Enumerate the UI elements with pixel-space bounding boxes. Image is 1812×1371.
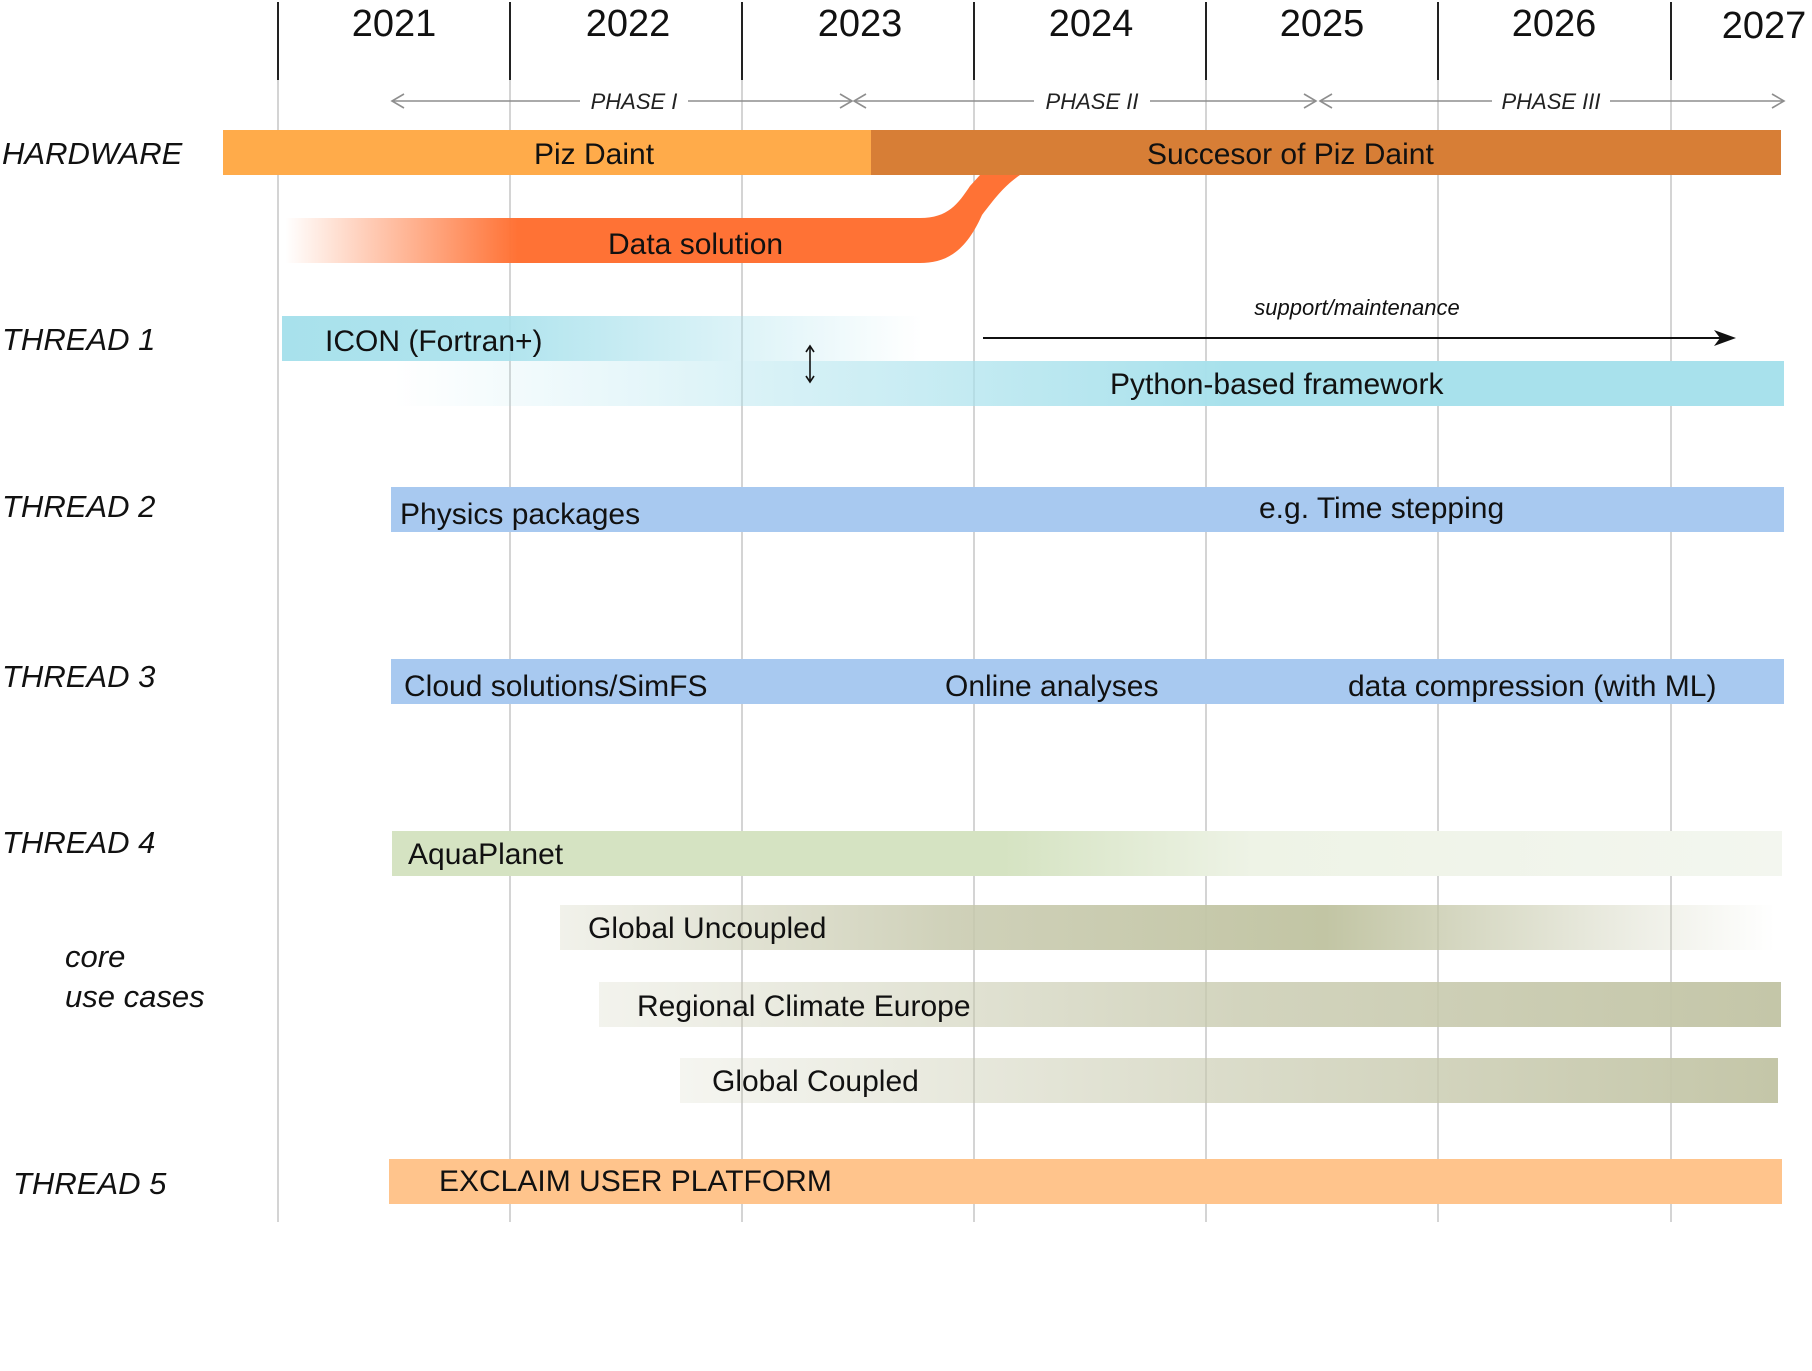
online-analyses-label: Online analyses (945, 670, 1158, 703)
python-framework-label: Python-based framework (1110, 368, 1444, 401)
global-coupled-label: Global Coupled (712, 1065, 919, 1098)
aquaplanet-bar (392, 831, 1782, 876)
core-use-cases-label: core (65, 939, 125, 974)
data-solution-connector (866, 175, 1020, 263)
user-platform-bar (389, 1159, 1782, 1204)
time-stepping-label: e.g. Time stepping (1259, 492, 1504, 525)
year-label: 2027 (1722, 5, 1807, 47)
regional-climate-bar (599, 982, 1781, 1027)
year-label: 2022 (586, 3, 671, 45)
successor-bar (871, 130, 1781, 175)
row-label-thread-1: THREAD 1 (2, 322, 155, 357)
year-label: 2025 (1280, 3, 1365, 45)
phase-label: PHASE I (591, 89, 678, 114)
year-label: 2024 (1049, 3, 1134, 45)
physics-packages-label: Physics packages (400, 498, 640, 531)
phase-label: PHASE II (1046, 89, 1139, 114)
global-uncoupled-label: Global Uncoupled (588, 912, 827, 945)
row-label-hardware: HARDWARE (2, 136, 183, 171)
icon-label: ICON (Fortran+) (325, 325, 543, 358)
user-platform-label: EXCLAIM USER PLATFORM (439, 1165, 832, 1198)
regional-climate-label: Regional Climate Europe (637, 990, 971, 1023)
phase-label: PHASE III (1501, 89, 1600, 114)
data-solution-label: Data solution (608, 228, 783, 261)
data-solution-bar (285, 218, 867, 263)
row-label-thread-5: THREAD 5 (13, 1166, 167, 1201)
global-coupled-bar (680, 1058, 1778, 1103)
python-framework-bar (394, 361, 1784, 406)
core-use-cases-label: use cases (65, 979, 205, 1014)
phase-arrows (390, 93, 1786, 109)
support-maintenance-arrow (983, 330, 1736, 346)
successor-label: Succesor of Piz Daint (1147, 138, 1434, 171)
row-label-thread-3: THREAD 3 (2, 659, 155, 694)
support-maintenance-label: support/maintenance (1254, 295, 1459, 320)
data-compression-label: data compression (with ML) (1348, 670, 1716, 703)
row-label-thread-2: THREAD 2 (2, 489, 155, 524)
year-label: 2021 (352, 3, 437, 45)
piz-daint-bar (223, 130, 872, 175)
year-grid (277, 2, 1672, 1222)
physics-packages-bar (391, 487, 1784, 532)
thread-3-bar (391, 659, 1784, 704)
transition-double-arrow-icon (805, 344, 815, 384)
global-uncoupled-bar (560, 905, 1775, 950)
cloud-solutions-label: Cloud solutions/SimFS (404, 670, 707, 703)
row-label-thread-4: THREAD 4 (2, 825, 155, 860)
aquaplanet-label: AquaPlanet (408, 838, 564, 871)
year-label: 2023 (818, 3, 903, 45)
year-label: 2026 (1512, 3, 1597, 45)
piz-daint-label: Piz Daint (534, 138, 655, 171)
icon-bar (282, 316, 922, 361)
